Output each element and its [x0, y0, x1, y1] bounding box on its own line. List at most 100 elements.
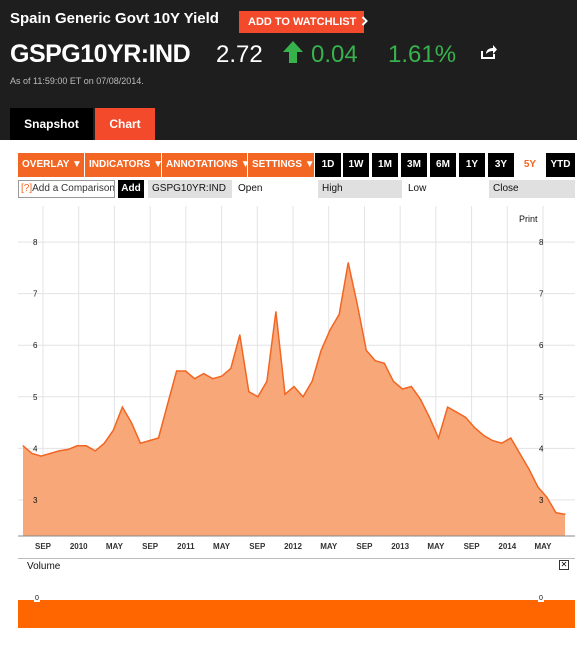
- data-point: [230, 367, 232, 369]
- data-point: [492, 440, 494, 442]
- data-point: [22, 445, 24, 447]
- data-point: [347, 262, 349, 264]
- x-tick-label: SEP: [35, 542, 52, 551]
- data-point: [76, 445, 78, 447]
- y-tick-label-right: 7: [539, 290, 544, 299]
- data-point: [239, 334, 241, 336]
- caret-down-icon: ▼: [304, 159, 315, 170]
- chart-toolbar: OVERLAY ▼ INDICATORS ▼ ANNOTATIONS ▼ SET…: [18, 151, 575, 178]
- share-icon[interactable]: [480, 44, 498, 60]
- add-to-watchlist-button[interactable]: ADD TO WATCHLIST: [239, 11, 369, 33]
- range-5y-button[interactable]: 5Y: [517, 153, 543, 177]
- x-tick-label: 2013: [391, 542, 409, 551]
- watchlist-label: ADD TO WATCHLIST: [248, 16, 357, 28]
- overlay-dropdown[interactable]: OVERLAY ▼: [18, 153, 84, 177]
- comparison-row: [?]Add a Comparison Add GSPG10YR:IND Ope…: [18, 180, 575, 200]
- data-point: [40, 455, 42, 457]
- settings-dropdown[interactable]: SETTINGS ▼: [248, 153, 315, 177]
- caret-down-icon: ▼: [72, 159, 82, 170]
- data-point: [428, 416, 431, 418]
- x-tick-label: MAY: [106, 542, 124, 551]
- y-tick-label-left: 8: [33, 238, 38, 247]
- y-tick-label-right: 6: [539, 341, 544, 350]
- data-point: [257, 396, 259, 398]
- data-point: [185, 370, 187, 372]
- data-point: [58, 450, 60, 452]
- data-point: [437, 437, 440, 439]
- data-point: [212, 378, 214, 380]
- comparison-input[interactable]: [?]Add a Comparison: [18, 180, 115, 198]
- help-icon[interactable]: [?]: [21, 183, 33, 194]
- data-point: [338, 313, 340, 315]
- print-link[interactable]: Print: [519, 214, 538, 224]
- data-point: [555, 512, 557, 514]
- x-tick-label: MAY: [320, 542, 338, 551]
- data-point: [31, 452, 33, 455]
- data-point: [564, 513, 566, 515]
- data-point: [67, 448, 69, 450]
- range-3y-button[interactable]: 3Y: [488, 153, 514, 177]
- price-chart[interactable]: 8 8 7 7 6 6 5 5 4 4 3 3 SEP 2010 MAY SEP 2011 MAY SEP 2012 M…: [18, 206, 575, 556]
- data-point: [320, 349, 322, 351]
- y-tick-label-right: 4: [539, 444, 544, 453]
- data-point: [49, 452, 51, 455]
- x-tick-label: 2012: [284, 542, 302, 551]
- data-point: [85, 445, 87, 447]
- tab-chart[interactable]: Chart: [95, 108, 155, 140]
- range-6m-button[interactable]: 6M: [430, 153, 456, 177]
- data-point: [166, 403, 169, 406]
- data-point: [103, 442, 105, 444]
- x-tick-label: SEP: [356, 542, 373, 551]
- range-ytd-button[interactable]: YTD: [546, 153, 575, 177]
- quote-header: Spain Generic Govt 10Y Yield ADD TO WATC…: [0, 0, 577, 140]
- data-point: [284, 393, 286, 395]
- data-point: [537, 486, 539, 488]
- x-tick-label: SEP: [142, 542, 159, 551]
- data-point: [519, 452, 521, 455]
- data-point: [501, 442, 503, 444]
- tab-snapshot[interactable]: Snapshot: [10, 108, 93, 140]
- range-1y-button[interactable]: 1Y: [459, 153, 485, 177]
- data-point: [447, 406, 449, 408]
- range-1d-button[interactable]: 1D: [315, 153, 341, 177]
- x-tick-label: MAY: [213, 542, 231, 551]
- x-tick-label: SEP: [249, 542, 266, 551]
- y-tick-label-left: 3: [33, 496, 38, 505]
- legend-high: High: [318, 180, 402, 198]
- data-point: [410, 385, 412, 388]
- range-1w-button[interactable]: 1W: [343, 153, 369, 177]
- y-tick-label-left: 7: [33, 290, 38, 299]
- price-change: 0.04: [311, 41, 358, 68]
- data-point: [148, 440, 151, 442]
- y-tick-label-right: 8: [539, 238, 544, 247]
- data-point: [510, 437, 512, 439]
- data-point: [139, 442, 141, 444]
- legend-low: Low: [404, 180, 488, 198]
- data-point: [275, 311, 277, 313]
- legend-open: Open: [234, 180, 318, 198]
- data-point: [302, 396, 304, 398]
- x-tick-label: SEP: [464, 542, 481, 551]
- data-point: [419, 398, 422, 400]
- add-comparison-button[interactable]: Add: [118, 180, 144, 198]
- annotations-dropdown[interactable]: ANNOTATIONS ▼: [162, 153, 251, 177]
- y-tick-label-left: 5: [33, 393, 38, 402]
- close-icon[interactable]: ✕: [559, 560, 569, 570]
- range-1m-button[interactable]: 1M: [372, 153, 398, 177]
- x-tick-label: 2010: [70, 542, 88, 551]
- legend-close: Close: [489, 180, 575, 198]
- up-arrow-icon: [283, 41, 303, 63]
- indicators-dropdown[interactable]: INDICATORS ▼: [85, 153, 163, 177]
- data-point: [392, 380, 394, 382]
- data-point: [474, 427, 476, 429]
- volume-bar: [18, 600, 575, 628]
- x-tick-label: MAY: [534, 542, 552, 551]
- range-3m-button[interactable]: 3M: [401, 153, 427, 177]
- data-point: [401, 388, 403, 390]
- data-point: [528, 468, 530, 470]
- series-area: [23, 262, 565, 536]
- data-point: [121, 406, 123, 408]
- data-point: [266, 380, 268, 382]
- as-of-timestamp: As of 11:59:00 ET on 07/08/2014.: [10, 76, 144, 86]
- data-point: [329, 329, 331, 331]
